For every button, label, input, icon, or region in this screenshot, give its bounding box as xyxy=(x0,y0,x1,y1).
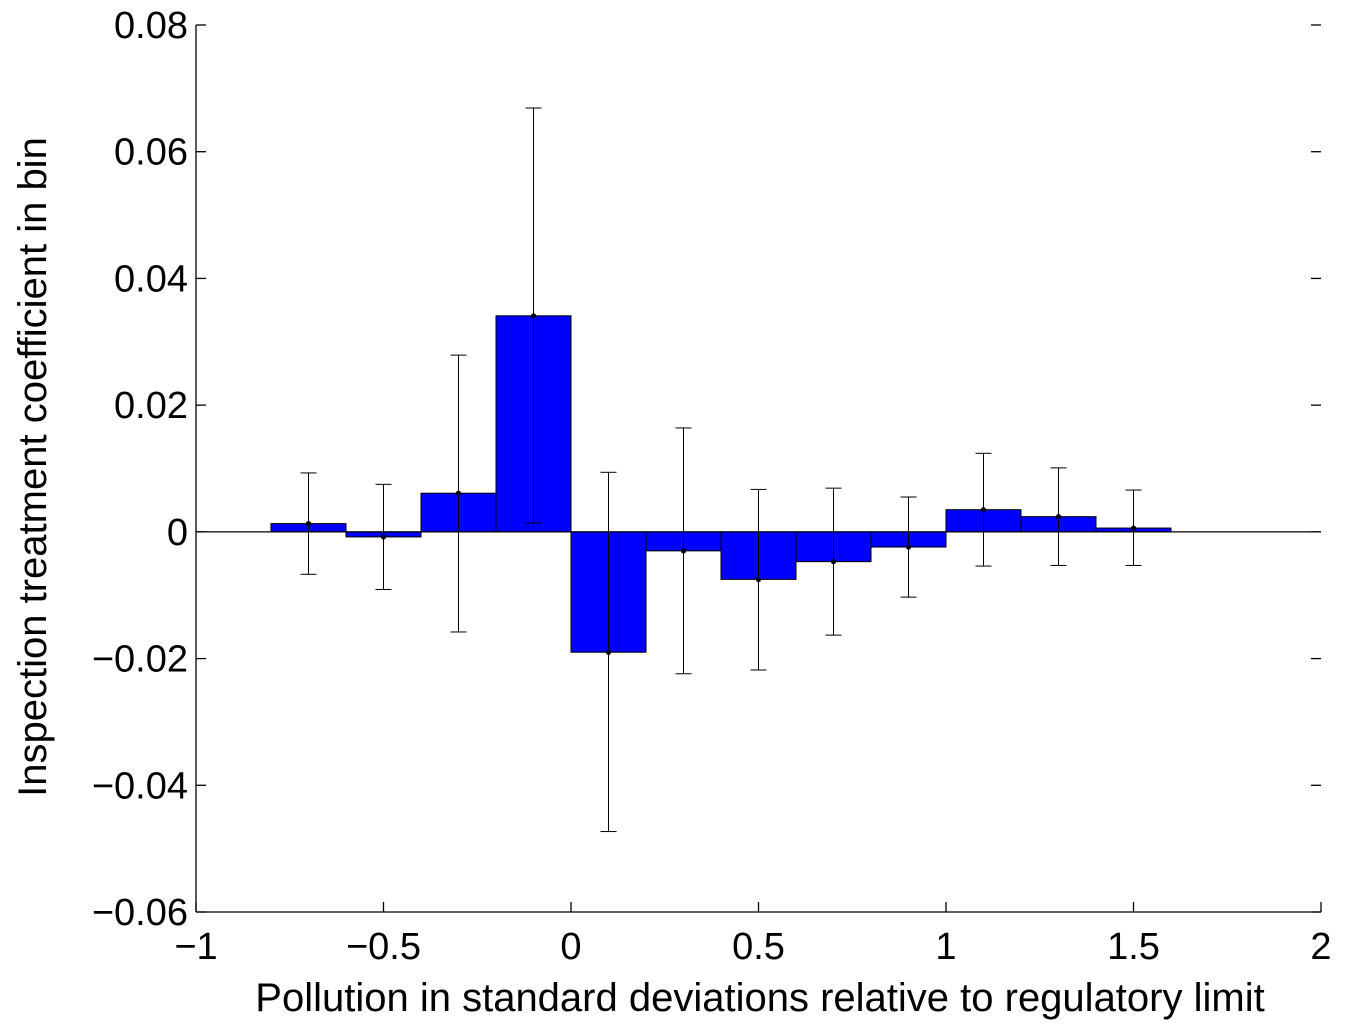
point-2 xyxy=(455,490,462,496)
point-1 xyxy=(380,534,387,540)
errorbars-layer xyxy=(300,107,1142,833)
y-tick-label-7: −0.06 xyxy=(92,892,188,934)
y-axis-label: Inspection treatment coefficient in bin xyxy=(11,137,55,797)
x-ticks: −1 −0.5 0 0.5 1 1.5 2 xyxy=(174,902,1332,968)
x-tick-label-2: 0 xyxy=(560,926,581,968)
point-11 xyxy=(1130,525,1137,531)
y-tick-label-4: 0 xyxy=(167,512,188,554)
x-axis-label: Pollution in standard deviations relativ… xyxy=(255,976,1264,1020)
point-3 xyxy=(530,313,537,319)
x-tick-label-3: 0.5 xyxy=(732,926,785,968)
point-6 xyxy=(755,576,762,582)
bars-layer xyxy=(270,315,1172,653)
x-tick-label-0: −1 xyxy=(174,926,217,968)
point-8 xyxy=(905,544,912,550)
point-5 xyxy=(680,548,687,554)
point-7 xyxy=(830,559,837,565)
y-tick-label-6: −0.04 xyxy=(92,765,188,807)
y-tick-label-1: 0.06 xyxy=(114,132,188,174)
y-ticks: 0.08 0.06 0.04 0.02 0 −0.02 −0.04 −0.06 xyxy=(92,5,1321,934)
x-tick-label-1: −0.5 xyxy=(346,926,421,968)
x-tick-label-4: 1 xyxy=(935,926,956,968)
point-9 xyxy=(980,507,987,513)
x-tick-label-6: 2 xyxy=(1310,926,1331,968)
y-tick-label-5: −0.02 xyxy=(92,639,188,681)
y-tick-label-2: 0.04 xyxy=(114,258,188,300)
point-0 xyxy=(305,521,312,527)
x-tick-label-5: 1.5 xyxy=(1107,926,1160,968)
y-tick-label-3: 0.02 xyxy=(114,385,188,427)
y-tick-label-0: 0.08 xyxy=(114,5,188,47)
point-4 xyxy=(605,649,612,655)
point-10 xyxy=(1055,514,1062,520)
